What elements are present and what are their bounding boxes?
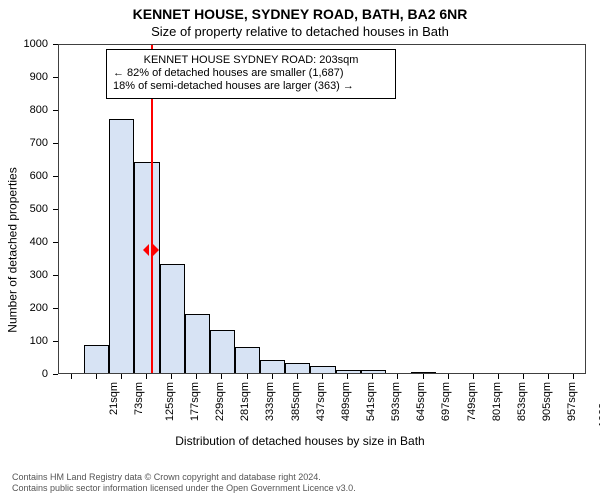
x-tick-mark — [372, 374, 373, 379]
x-tick-label: 385sqm — [290, 382, 302, 421]
histogram-bar — [134, 162, 159, 373]
annotation-line: 18% of semi-detached houses are larger (… — [113, 80, 389, 93]
y-tick-label: 1000 — [0, 38, 48, 50]
y-tick-label: 500 — [0, 203, 48, 215]
annotation-line: KENNET HOUSE SYDNEY ROAD: 203sqm — [113, 54, 389, 67]
histogram-bar — [336, 370, 361, 373]
x-tick-mark — [347, 374, 348, 379]
y-tick-label: 400 — [0, 236, 48, 248]
x-tick-mark — [297, 374, 298, 379]
y-tick-label: 100 — [0, 335, 48, 347]
x-tick-label: 541sqm — [365, 382, 377, 421]
y-tick-label: 200 — [0, 302, 48, 314]
x-tick-mark — [71, 374, 72, 379]
x-tick-mark — [448, 374, 449, 379]
x-tick-label: 853sqm — [516, 382, 528, 421]
histogram-bar — [411, 372, 436, 373]
histogram-bar — [285, 363, 310, 373]
x-tick-mark — [221, 374, 222, 379]
reference-arrow-right-icon — [153, 244, 159, 256]
x-tick-mark — [523, 374, 524, 379]
x-tick-mark — [423, 374, 424, 379]
x-tick-mark — [146, 374, 147, 379]
x-tick-mark — [573, 374, 574, 379]
chart-subtitle: Size of property relative to detached ho… — [0, 24, 600, 39]
histogram-bar — [310, 366, 335, 373]
chart-title: KENNET HOUSE, SYDNEY ROAD, BATH, BA2 6NR — [0, 6, 600, 22]
y-tick-label: 900 — [0, 71, 48, 83]
x-tick-label: 73sqm — [133, 382, 145, 415]
x-tick-label: 905sqm — [541, 382, 553, 421]
histogram-bar — [109, 119, 134, 373]
x-tick-label: 281sqm — [239, 382, 251, 421]
x-tick-label: 177sqm — [189, 382, 201, 421]
histogram-bar — [84, 345, 109, 373]
histogram-bar — [260, 360, 285, 373]
x-tick-mark — [272, 374, 273, 379]
y-tick-label: 800 — [0, 104, 48, 116]
x-tick-mark — [171, 374, 172, 379]
x-tick-mark — [498, 374, 499, 379]
x-axis-label: Distribution of detached houses by size … — [0, 434, 600, 448]
x-tick-label: 125sqm — [164, 382, 176, 421]
footer-line-2: Contains public sector information licen… — [12, 483, 588, 494]
x-tick-label: 437sqm — [315, 382, 327, 421]
histogram-bar — [160, 264, 185, 373]
histogram-bar — [185, 314, 210, 373]
x-tick-label: 697sqm — [441, 382, 453, 421]
x-tick-label: 749sqm — [466, 382, 478, 421]
x-tick-mark — [548, 374, 549, 379]
x-tick-mark — [397, 374, 398, 379]
annotation-line: ← 82% of detached houses are smaller (1,… — [113, 67, 389, 80]
x-tick-label: 489sqm — [340, 382, 352, 421]
y-tick-label: 300 — [0, 269, 48, 281]
histogram-bar — [210, 330, 235, 373]
x-tick-label: 229sqm — [214, 382, 226, 421]
y-tick-mark — [53, 374, 58, 375]
plot-area: KENNET HOUSE SYDNEY ROAD: 203sqm← 82% of… — [58, 44, 586, 374]
x-tick-mark — [96, 374, 97, 379]
x-tick-mark — [322, 374, 323, 379]
footer-attribution: Contains HM Land Registry data © Crown c… — [12, 472, 588, 494]
x-tick-mark — [196, 374, 197, 379]
histogram-bar — [361, 370, 386, 373]
x-tick-mark — [473, 374, 474, 379]
x-tick-label: 21sqm — [108, 382, 120, 415]
histogram-bar — [235, 347, 260, 373]
footer-line-1: Contains HM Land Registry data © Crown c… — [12, 472, 588, 483]
x-tick-label: 801sqm — [491, 382, 503, 421]
x-tick-mark — [247, 374, 248, 379]
chart-container: KENNET HOUSE, SYDNEY ROAD, BATH, BA2 6NR… — [0, 0, 600, 500]
annotation-box: KENNET HOUSE SYDNEY ROAD: 203sqm← 82% of… — [106, 49, 396, 99]
y-tick-label: 600 — [0, 170, 48, 182]
x-tick-label: 593sqm — [390, 382, 402, 421]
x-tick-label: 645sqm — [415, 382, 427, 421]
x-tick-label: 957sqm — [566, 382, 578, 421]
y-tick-label: 0 — [0, 368, 48, 380]
x-tick-mark — [121, 374, 122, 379]
x-tick-label: 333sqm — [265, 382, 277, 421]
y-tick-label: 700 — [0, 137, 48, 149]
reference-arrow-left-icon — [143, 244, 149, 256]
